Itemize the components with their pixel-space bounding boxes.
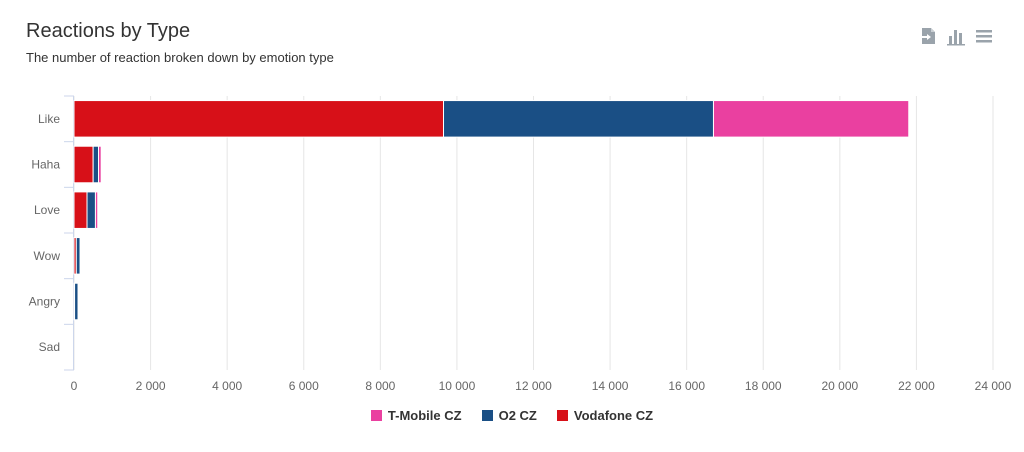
x-tick-label: 16 000 [668, 379, 705, 393]
chart-type-icon[interactable] [946, 26, 966, 46]
chart-title: Reactions by Type [26, 20, 191, 42]
category-label: Sad [39, 340, 60, 354]
bar-like-vodafone-cz [73, 100, 445, 138]
x-tick-label: 14 000 [592, 379, 629, 393]
bar-wow-t-mobile-cz [79, 237, 82, 275]
x-tick-label: 10 000 [439, 379, 476, 393]
bar-haha-vodafone-cz [73, 145, 94, 184]
reactions-bar-chart: Like Haha Love Wow Angry Sad 0 2 000 4 000 6 000 8… [29, 95, 1012, 393]
legend-swatch [370, 410, 382, 421]
legend-label: Vodafone CZ [573, 408, 654, 423]
legend-label: T-Mobile CZ [387, 408, 462, 423]
export-icon[interactable] [918, 26, 938, 46]
x-tick-label: 24 000 [975, 379, 1012, 393]
x-tick-label: 8 000 [365, 379, 395, 393]
chart-toolbar [918, 26, 994, 46]
legend-label: O2 CZ [498, 408, 537, 423]
bar-love-vodafone-cz [73, 191, 88, 229]
chart-subtitle: The number of reaction broken down by em… [26, 50, 334, 65]
legend-item[interactable]: O2 CZ [481, 408, 537, 423]
category-label: Love [34, 203, 60, 217]
x-tick-label: 0 [71, 379, 78, 393]
bar-like-t-mobile-cz [712, 100, 910, 138]
x-tick-label: 6 000 [289, 379, 319, 393]
menu-icon[interactable] [974, 26, 994, 46]
category-label: Haha [31, 158, 60, 172]
x-tick-label: 2 000 [136, 379, 166, 393]
category-label: Wow [34, 249, 61, 263]
bar-wow-o2-cz [75, 237, 81, 275]
bar-love-t-mobile-cz [94, 191, 99, 229]
x-tick-label: 18 000 [745, 379, 782, 393]
bar-love-o2-cz [86, 191, 96, 229]
x-tick-label: 12 000 [515, 379, 552, 393]
chart-legend: T-Mobile CZ O2 CZ Vodafone CZ [0, 408, 1024, 423]
x-tick-label: 20 000 [821, 379, 858, 393]
bar-angry-o2-cz [74, 282, 79, 321]
x-tick-label: 22 000 [898, 379, 935, 393]
legend-swatch [556, 410, 568, 421]
legend-item[interactable]: Vodafone CZ [556, 408, 654, 423]
bar-haha-o2-cz [92, 145, 100, 184]
bar-haha-t-mobile-cz [98, 145, 102, 184]
legend-swatch [481, 410, 493, 421]
x-tick-label: 4 000 [212, 379, 242, 393]
legend-item[interactable]: T-Mobile CZ [370, 408, 462, 423]
bar-like-o2-cz [443, 100, 714, 138]
category-label: Like [38, 112, 60, 126]
category-label: Angry [29, 295, 60, 309]
